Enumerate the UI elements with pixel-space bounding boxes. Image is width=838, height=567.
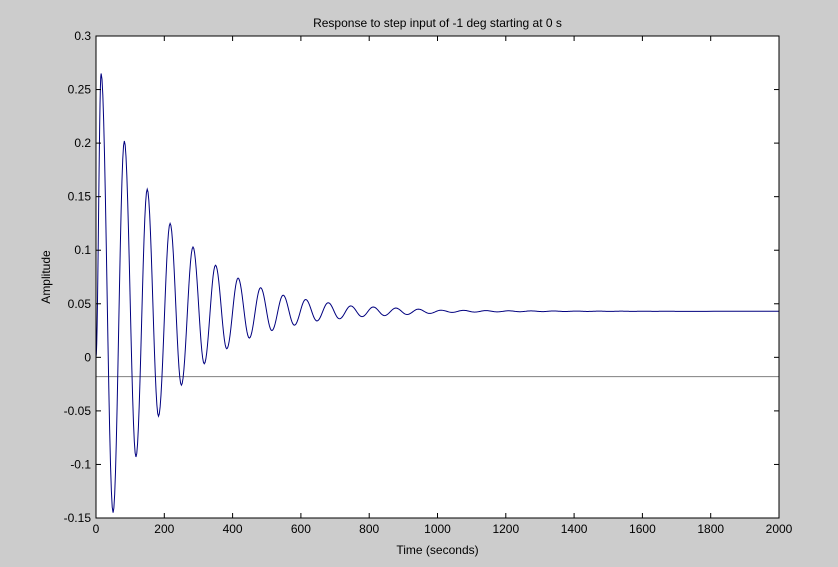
chart-title: Response to step input of -1 deg startin… [313,16,562,30]
y-tick-label: -0.05 [64,404,92,418]
x-tick-label: 800 [359,522,379,536]
x-tick-label: 1800 [697,522,724,536]
x-tick-label: 400 [223,522,243,536]
y-tick-label: 0.15 [68,190,92,204]
x-tick-label: 1600 [629,522,656,536]
y-tick-label: 0 [84,350,91,364]
x-tick-label: 0 [93,522,100,536]
y-tick-label: 0.1 [74,243,91,257]
x-tick-label: 2000 [766,522,793,536]
y-tick-label: 0.05 [68,297,92,311]
y-tick-label: -0.1 [70,457,91,471]
x-tick-label: 200 [154,522,174,536]
x-tick-label: 1200 [492,522,519,536]
y-axis-label: Amplitude [39,250,53,304]
x-tick-label: 1000 [424,522,451,536]
y-tick-label: 0.3 [74,29,91,43]
y-tick-label: -0.15 [64,511,92,525]
series-line [95,73,779,513]
x-tick-label: 600 [291,522,311,536]
x-axis-label: Time (seconds) [396,543,478,557]
plot-area [96,36,779,518]
y-tick-label: 0.2 [74,136,91,150]
x-tick-label: 1400 [561,522,588,536]
y-tick-label: 0.25 [68,83,92,97]
